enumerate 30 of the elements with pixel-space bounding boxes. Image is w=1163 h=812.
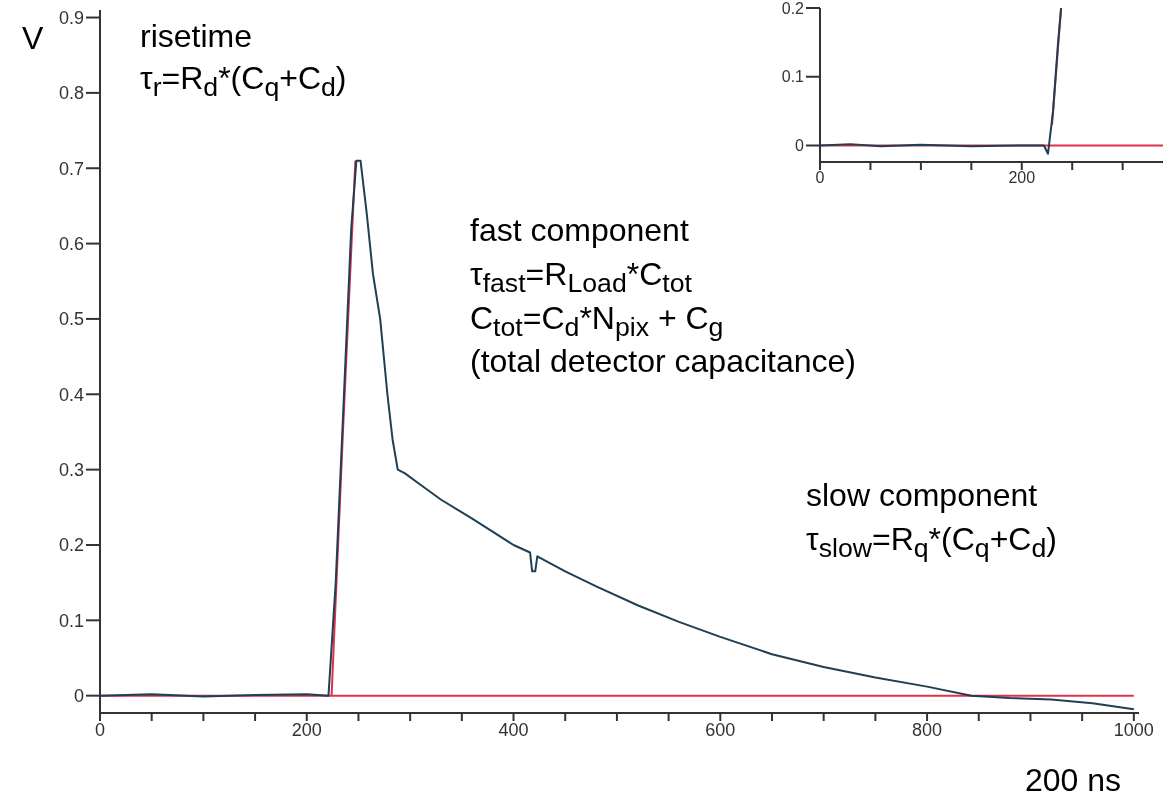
annotation: (total detector capacitance): [470, 343, 856, 379]
annotation: slow component: [806, 477, 1038, 513]
y-tick-label: 0.2: [781, 0, 805, 17]
x-tick-label: 0: [94, 719, 106, 740]
x-tick-label: 600: [705, 719, 736, 740]
text: τ$_{r}$=R$_{d}$*(C$_{q}$+C$_{d}$): [140, 60, 347, 103]
y-axis-title: V: [22, 20, 44, 56]
y-tick-label: 0.6: [58, 233, 84, 254]
y-tick-label: 0.5: [58, 309, 84, 330]
annotation: risetime: [140, 18, 253, 54]
annotation: fast component: [470, 212, 689, 248]
y-tick-label: 0.7: [58, 158, 84, 179]
y-tick-label: 0.1: [58, 610, 84, 631]
x-tick-label: 200: [291, 719, 322, 740]
text: τ$_{slow}$=R$_{q}$*(C$_{q}$+C$_{d}$): [806, 521, 1057, 564]
annotation: τ$_{fast}$=R$_{Load}$*C$_{tot}$: [470, 256, 692, 301]
y-tick-label: 0.3: [58, 460, 84, 481]
x-tick-label: 400: [498, 719, 529, 740]
y-tick-label: 0: [795, 137, 805, 155]
x-tick-label: 200: [1008, 169, 1036, 187]
annotation: C$_{tot}$=C$_{d}$*N$_{pix}$ + C$_{g}$: [470, 300, 724, 343]
x-axis-title: 200 ns: [1025, 762, 1122, 798]
y-tick-label: 0.4: [58, 384, 84, 405]
y-tick-label: 0.2: [58, 535, 84, 556]
y-tick-label: 0.9: [58, 7, 84, 28]
y-tick-label: 0.1: [781, 68, 805, 86]
x-tick-label: 800: [912, 719, 943, 740]
y-tick-label: 0.8: [58, 83, 84, 104]
y-tick-label: 0: [73, 686, 84, 707]
x-tick-label: 1000: [1113, 719, 1154, 740]
